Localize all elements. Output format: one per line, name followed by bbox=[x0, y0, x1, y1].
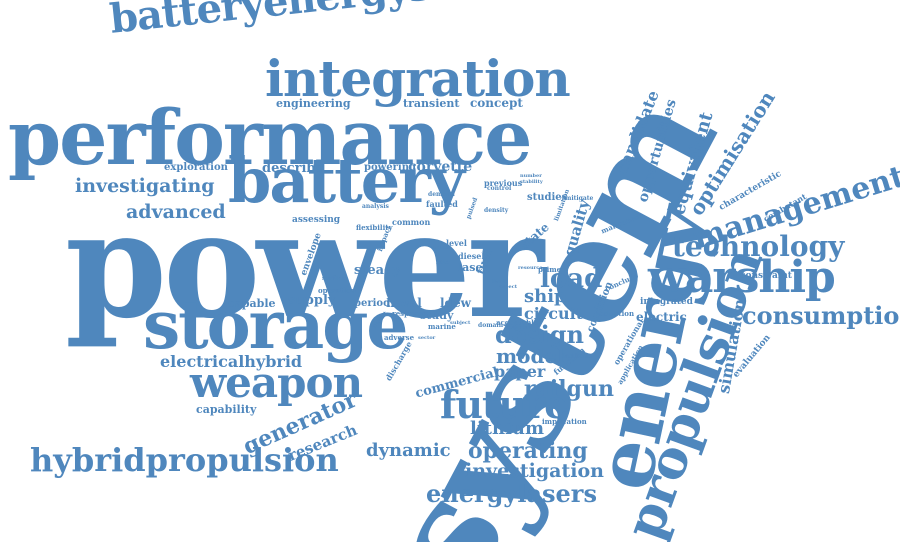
word-density: density bbox=[484, 207, 509, 214]
word-exploration: exploration bbox=[164, 162, 228, 173]
word-corvette: corvette bbox=[408, 159, 473, 175]
word-previous: previous bbox=[484, 178, 523, 188]
word-concept: concept bbox=[470, 96, 523, 110]
word-rate: rate bbox=[436, 259, 450, 266]
word-operating: operating bbox=[468, 438, 588, 464]
word-analysis: analysis bbox=[362, 203, 389, 210]
word-constraint: constraint bbox=[740, 271, 792, 281]
word-number: number bbox=[520, 173, 542, 179]
word-energylasers: energylasers bbox=[426, 479, 597, 508]
word-investigation: investigation bbox=[465, 460, 604, 482]
word-model: model bbox=[496, 344, 565, 368]
word-steady: steady bbox=[354, 263, 401, 278]
word-study: study bbox=[420, 309, 454, 322]
word-assessing: assessing bbox=[292, 215, 341, 225]
word-response: response bbox=[392, 309, 428, 318]
word-support: support bbox=[506, 324, 533, 331]
word-advanced: advanced bbox=[126, 201, 226, 223]
word-hybridpropulsion: hybridpropulsion bbox=[30, 441, 339, 479]
word-limit: limit bbox=[492, 279, 506, 285]
word-stability: stability bbox=[520, 179, 543, 185]
word-powering: powering bbox=[364, 162, 416, 173]
word-period: period bbox=[354, 298, 391, 309]
word-transient: transient bbox=[403, 97, 460, 110]
word-control: control bbox=[487, 185, 512, 192]
word-mitigate: mitigate bbox=[565, 195, 594, 202]
word-resource: resource bbox=[518, 265, 543, 271]
word-weapon: weapon bbox=[190, 358, 363, 407]
word-consumption: consumption bbox=[742, 301, 900, 330]
word-technology: technology bbox=[672, 230, 845, 263]
word-engineering: engineering bbox=[276, 97, 351, 110]
word-adverse: adverse bbox=[384, 333, 415, 342]
word-ldew: ldew bbox=[440, 296, 471, 310]
word-surface: surface bbox=[322, 275, 347, 282]
word-operation: operation bbox=[318, 286, 356, 295]
word-future: future bbox=[440, 382, 568, 427]
word-lithium: lithium bbox=[470, 418, 545, 439]
word-dynamic: dynamic bbox=[366, 440, 451, 461]
word-demand: demand bbox=[428, 191, 455, 198]
word-reduction: reduction bbox=[596, 309, 635, 318]
word-supply: supply bbox=[288, 293, 336, 308]
word-implication: implication bbox=[542, 417, 587, 426]
word-warship: warship bbox=[648, 252, 836, 303]
word-diesel: diesel bbox=[458, 251, 485, 261]
word-railgun: railgun bbox=[524, 376, 614, 402]
word-batteryenergystorage: batteryenergystorage bbox=[108, 0, 571, 43]
word-power: power bbox=[65, 180, 544, 351]
word-storage: storage bbox=[143, 286, 408, 364]
word-naval: naval bbox=[386, 296, 422, 310]
word-describe: describe bbox=[262, 161, 324, 176]
word-common: common bbox=[392, 217, 431, 227]
word-level: level bbox=[446, 238, 467, 248]
word-laser: laser bbox=[458, 261, 489, 274]
word-electricalhybrid: electricalhybrid bbox=[160, 352, 303, 371]
word-prime: prime bbox=[538, 265, 562, 274]
word-marine: marine bbox=[428, 322, 456, 331]
word-acceptable: acceptable bbox=[496, 318, 539, 327]
word-aspect: aspect bbox=[499, 284, 518, 290]
word-benefit: benefit bbox=[432, 245, 452, 251]
word-paper: paper bbox=[494, 362, 546, 381]
word-integration: integration bbox=[265, 49, 571, 108]
word-investigating: investigating bbox=[75, 175, 215, 197]
word-subject: subject bbox=[450, 320, 471, 326]
word-electric: electric bbox=[636, 310, 687, 324]
word-battery: battery bbox=[228, 144, 465, 217]
word-studies: studies bbox=[527, 192, 568, 203]
word-domain: domain bbox=[478, 322, 504, 329]
word-integrated: integrated bbox=[640, 297, 693, 307]
word-load: load bbox=[540, 264, 603, 294]
word-capable: capable bbox=[228, 297, 276, 310]
word-sector: sector bbox=[418, 335, 436, 341]
word-flexibility: flexibility bbox=[356, 223, 393, 232]
word-performance: performance bbox=[8, 93, 533, 182]
word-facilitate: facilitate bbox=[562, 353, 593, 360]
word-capability: capability bbox=[196, 403, 257, 416]
word-circuit: circuit bbox=[524, 304, 584, 323]
word-design: design bbox=[495, 320, 584, 349]
word-faulted: faulted bbox=[426, 199, 458, 209]
word-ship: ship bbox=[524, 286, 567, 307]
